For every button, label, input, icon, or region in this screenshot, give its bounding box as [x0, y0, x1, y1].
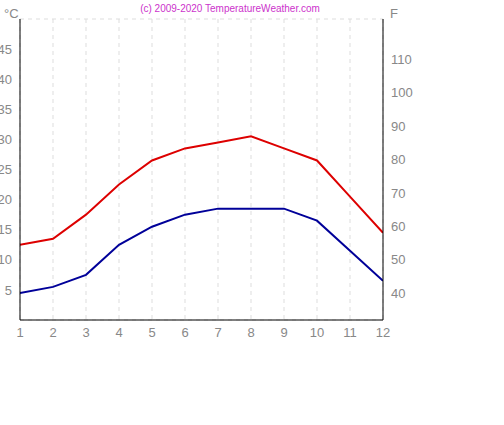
svg-text:11: 11 [343, 325, 357, 340]
svg-text:12: 12 [376, 325, 390, 340]
html-text:°C: °C [4, 6, 19, 21]
svg-text:45: 45 [8, 42, 12, 57]
svg-text:7: 7 [214, 325, 221, 340]
svg-text:90: 90 [391, 119, 405, 134]
svg-text:80: 80 [391, 152, 405, 167]
svg-text:6: 6 [181, 325, 188, 340]
svg-text:2: 2 [49, 325, 56, 340]
svg-text:40: 40 [8, 72, 12, 87]
svg-text:10: 10 [310, 325, 324, 340]
svg-text:70: 70 [391, 186, 405, 201]
svg-text:4: 4 [115, 325, 122, 340]
svg-text:50: 50 [391, 252, 405, 267]
svg-text:9: 9 [280, 325, 287, 340]
svg-text:5: 5 [148, 325, 155, 340]
svg-text:60: 60 [391, 219, 405, 234]
svg-text:30: 30 [8, 132, 12, 147]
svg-text:15: 15 [8, 222, 12, 237]
svg-text:10: 10 [8, 252, 12, 267]
html-text:F: F [390, 6, 398, 21]
svg-text:35: 35 [8, 102, 12, 117]
svg-text:3: 3 [82, 325, 89, 340]
svg-text:40: 40 [391, 286, 405, 301]
svg-text:1: 1 [16, 325, 23, 340]
svg-text:110: 110 [391, 52, 412, 67]
svg-text:100: 100 [391, 85, 413, 100]
svg-text:20: 20 [8, 192, 12, 207]
html-text:(c) 2009-2020 TemperatureWeath: (c) 2009-2020 TemperatureWeather.com [140, 3, 320, 14]
svg-text:25: 25 [8, 162, 12, 177]
svg-text:5: 5 [8, 283, 12, 298]
svg-text:8: 8 [247, 325, 254, 340]
